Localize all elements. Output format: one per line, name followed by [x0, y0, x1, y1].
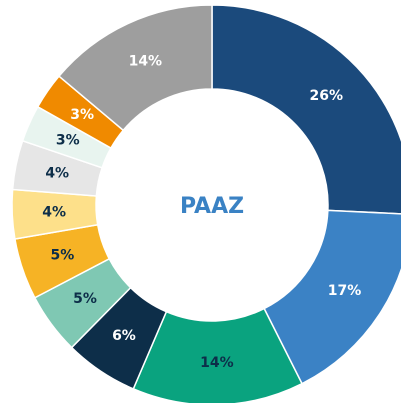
center-label: PAAZ: [180, 194, 244, 219]
slice-label: 14%: [200, 355, 234, 371]
slice-label: 3%: [56, 133, 80, 149]
slice-label: 14%: [129, 54, 163, 70]
slice: [57, 4, 213, 132]
slice-label: 3%: [70, 107, 94, 123]
slice-label: 26%: [310, 88, 344, 104]
slice-label: 6%: [112, 328, 136, 344]
slice-label: 5%: [73, 291, 97, 307]
slice-label: 5%: [50, 248, 74, 264]
slice-label: 4%: [42, 204, 66, 220]
slice-label: 4%: [45, 165, 69, 181]
slice-label: 17%: [328, 283, 362, 299]
slice: [211, 4, 401, 215]
